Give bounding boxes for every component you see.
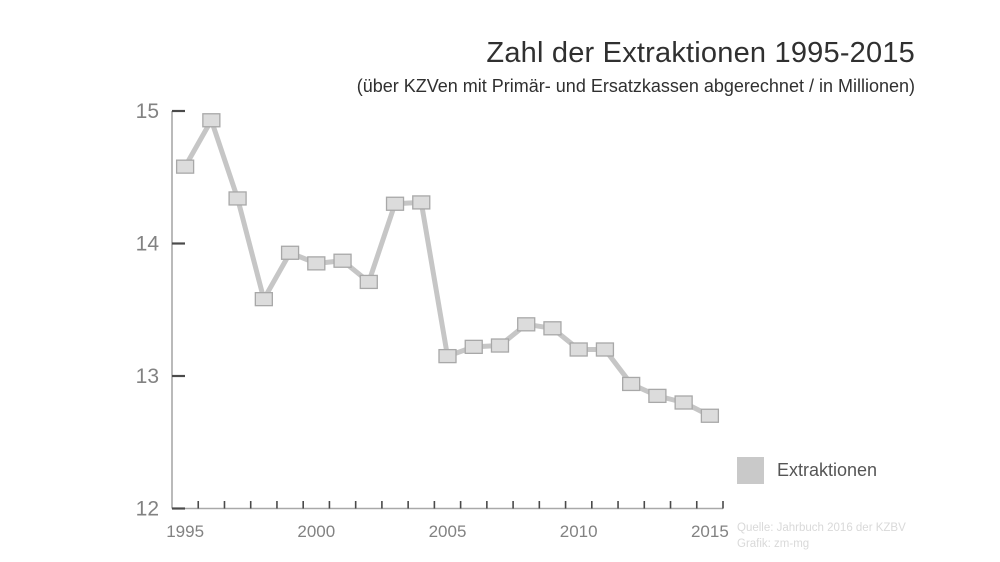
x-axis-label: 2005 [429, 522, 467, 541]
data-point [438, 348, 457, 364]
y-axis-label: 15 [136, 100, 159, 123]
data-point [543, 321, 562, 336]
credits: Quelle: Jahrbuch 2016 der KZBV Grafik: z… [737, 520, 906, 552]
data-point [700, 408, 720, 423]
y-axis-label: 12 [136, 498, 159, 521]
x-axis-label: 2015 [691, 522, 729, 541]
data-point [385, 196, 405, 211]
legend: Extraktionen [737, 457, 877, 484]
source-line: Quelle: Jahrbuch 2016 der KZBV [737, 522, 906, 534]
data-point [254, 291, 273, 307]
data-point [517, 317, 536, 332]
graphic-credit-line: Grafik: zm-mg [737, 538, 810, 550]
x-axis-label: 2000 [297, 522, 335, 541]
data-point [595, 342, 615, 357]
chart-header: Zahl der Extraktionen 1995-2015 (über KZ… [357, 36, 915, 97]
data-point [569, 342, 588, 357]
data-point [674, 395, 693, 410]
data-point [175, 159, 195, 174]
chart-subtitle: (über KZVen mit Primär- und Ersatzkassen… [356, 76, 915, 96]
data-point [333, 253, 352, 268]
legend-swatch [737, 457, 764, 484]
data-point [464, 339, 483, 355]
data-point [280, 245, 300, 260]
data-line [182, 117, 712, 418]
y-axis-label: 13 [136, 365, 159, 388]
data-point [307, 256, 326, 271]
data-point [359, 274, 378, 290]
data-point [202, 113, 221, 128]
legend-label: Extraktionen [777, 460, 878, 480]
chart-title: Zahl der Extraktionen 1995-2015 [486, 37, 915, 69]
y-axis-label: 14 [136, 233, 160, 256]
data-point [490, 338, 510, 353]
x-axis-label: 2010 [560, 522, 598, 541]
data-point [622, 376, 641, 392]
data-point [412, 195, 431, 210]
data-point [228, 191, 247, 206]
data-point [648, 388, 667, 404]
x-axis-label: 1995 [166, 522, 204, 541]
